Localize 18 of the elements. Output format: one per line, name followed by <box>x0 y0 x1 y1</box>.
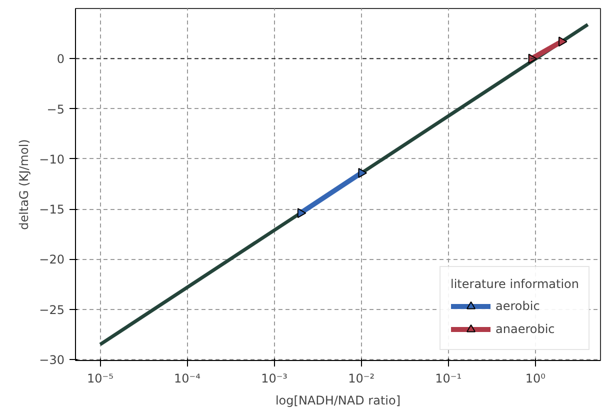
x-tick-label: 10⁻³ <box>261 372 288 386</box>
y-tick-label: −25 <box>39 302 65 317</box>
x-axis-title: log[NADH/NAD ratio] <box>275 394 401 408</box>
legend-label: aerobic <box>496 299 540 313</box>
legend-title: literature information <box>450 277 579 291</box>
y-tick-label: 0 <box>56 52 65 66</box>
y-tick-label: −20 <box>39 252 65 267</box>
y-tick-label: −5 <box>46 102 65 116</box>
y-tick-label: −30 <box>39 352 65 367</box>
x-tick-label: 10⁻⁴ <box>174 372 201 386</box>
x-tick-label: 10⁻² <box>348 372 375 386</box>
x-tick-label: 10⁰ <box>525 372 546 386</box>
legend-label: anaerobic <box>496 322 555 336</box>
y-tick-label: −10 <box>39 152 65 166</box>
y-axis-title: deltaG (KJ/mol) <box>17 139 32 230</box>
x-tick-label: 10⁻⁵ <box>87 372 114 386</box>
y-tick-label: −15 <box>39 202 65 217</box>
x-tick-label: 10⁻¹ <box>435 372 462 386</box>
